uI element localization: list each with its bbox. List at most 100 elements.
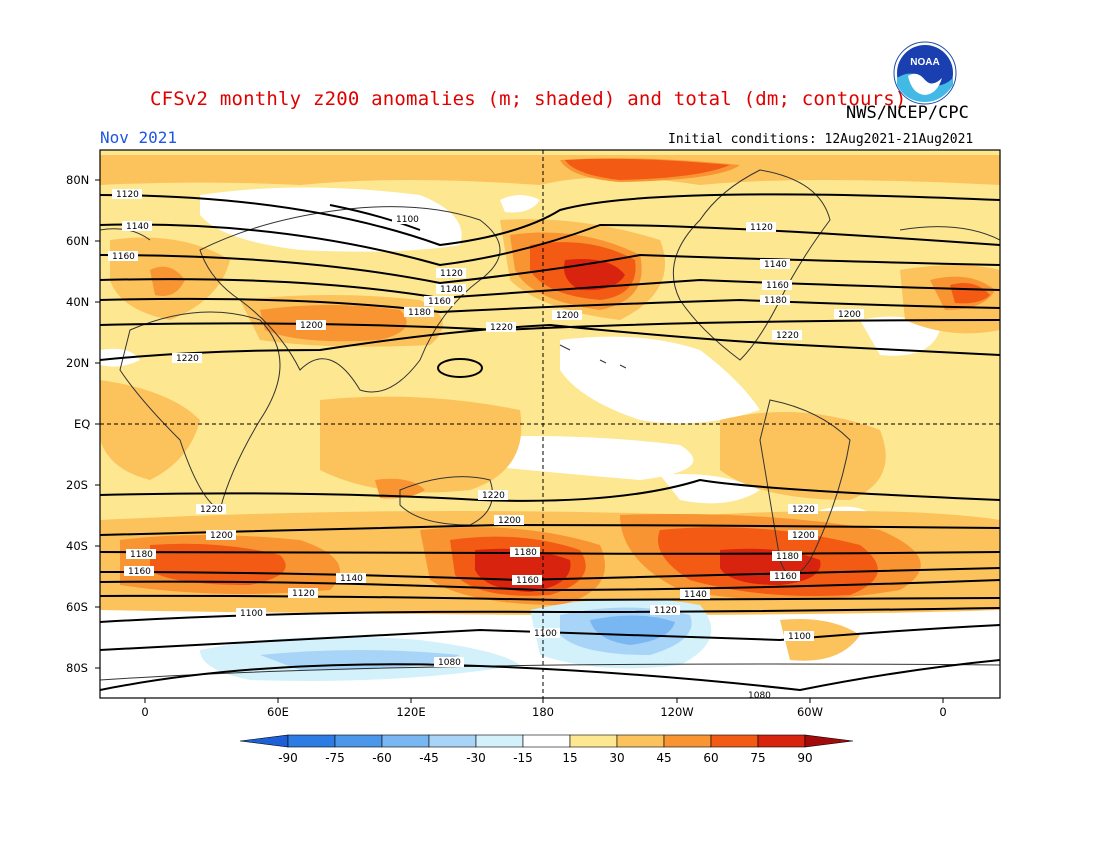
contour-label: 1220 xyxy=(486,322,516,333)
svg-text:NOAA: NOAA xyxy=(910,57,939,68)
contour-label: 1100 xyxy=(530,628,560,639)
noaa-logo: NOAA xyxy=(893,41,957,105)
contour-label: 1180 xyxy=(772,551,802,562)
colorbar-tick-label: -90 xyxy=(278,751,298,765)
contour-label: 1220 xyxy=(788,504,818,515)
svg-text:1160: 1160 xyxy=(128,567,151,577)
colorbar-tick-label: 45 xyxy=(656,751,671,765)
lat-label: 40S xyxy=(66,539,88,553)
colorbar-tick-label: 30 xyxy=(609,751,624,765)
svg-text:1220: 1220 xyxy=(490,323,513,333)
lat-axis: 80N 60N 40N 20N EQ 20S 40S 60S 80S xyxy=(66,173,100,675)
colorbar-tick-label: 90 xyxy=(797,751,812,765)
colorbar: -90 -75 -60 -45 -30 -15 15 30 45 60 75 90 xyxy=(239,734,854,765)
contour-label: 1160 xyxy=(424,296,454,307)
colorbar-arrow-high xyxy=(804,734,854,748)
svg-text:1160: 1160 xyxy=(774,572,797,582)
svg-text:1100: 1100 xyxy=(240,609,263,619)
contour-label: 1160 xyxy=(108,251,138,262)
svg-text:1220: 1220 xyxy=(482,491,505,501)
lon-label: 120W xyxy=(660,705,693,719)
colorbar-tick-label: -15 xyxy=(513,751,533,765)
lon-label: 0 xyxy=(939,705,946,719)
lat-label: 20N xyxy=(66,356,89,370)
svg-text:1160: 1160 xyxy=(428,297,451,307)
lon-label: 120E xyxy=(396,705,425,719)
contour-label: 1220 xyxy=(172,353,202,364)
svg-text:1180: 1180 xyxy=(764,296,787,306)
colorbar-tick-label: -30 xyxy=(466,751,486,765)
svg-text:1120: 1120 xyxy=(750,223,773,233)
contour-labels: 1120 1100 1140 1120 1160 1140 1120 1140 … xyxy=(108,189,864,701)
svg-text:1200: 1200 xyxy=(556,311,579,321)
forecast-month: Nov 2021 xyxy=(100,128,178,147)
lon-label: 60W xyxy=(797,705,823,719)
colorbar-tick-label: 60 xyxy=(703,751,718,765)
svg-text:1220: 1220 xyxy=(776,331,799,341)
svg-text:1080: 1080 xyxy=(438,658,461,668)
svg-text:1180: 1180 xyxy=(514,548,537,558)
contour-label: 1220 xyxy=(772,330,802,341)
colorbar-segment xyxy=(522,734,571,748)
contour-label: 1200 xyxy=(834,309,864,320)
svg-text:1180: 1180 xyxy=(130,550,153,560)
lat-label: 40N xyxy=(66,295,89,309)
contour-label: 1120 xyxy=(436,268,466,279)
svg-text:1160: 1160 xyxy=(112,252,135,262)
contour-label: 1160 xyxy=(770,571,800,582)
contour-label: 1180 xyxy=(510,547,540,558)
svg-text:1100: 1100 xyxy=(396,215,419,225)
contour-label: 1200 xyxy=(494,515,524,526)
colorbar-segment xyxy=(710,734,759,748)
contour-label: 1180 xyxy=(404,307,434,318)
contour-label: 1160 xyxy=(762,280,792,291)
svg-text:1220: 1220 xyxy=(176,354,199,364)
svg-text:1100: 1100 xyxy=(788,632,811,642)
svg-text:1220: 1220 xyxy=(792,505,815,515)
colorbar-tick-label: -60 xyxy=(372,751,392,765)
lon-label: 0 xyxy=(141,705,148,719)
contour-label: 1120 xyxy=(746,222,776,233)
contour-label: 1220 xyxy=(196,504,226,515)
colorbar-segment xyxy=(475,734,524,748)
lon-axis: 0 60E 120E 180 120W 60W 0 xyxy=(141,698,947,719)
contour-label: 1160 xyxy=(124,566,154,577)
agency-label: NWS/NCEP/CPC xyxy=(846,103,969,123)
contour-label: 1200 xyxy=(206,530,236,541)
initial-conditions: Initial conditions: 12Aug2021-21Aug2021 xyxy=(668,132,974,147)
svg-text:1180: 1180 xyxy=(776,552,799,562)
svg-text:1140: 1140 xyxy=(340,574,363,584)
contour-label: 1160 xyxy=(512,575,542,586)
contour-label: 1140 xyxy=(680,589,710,600)
colorbar-segment xyxy=(428,734,477,748)
contour-label: 1140 xyxy=(122,221,152,232)
colorbar-segment xyxy=(616,734,665,748)
lat-label: 80S xyxy=(66,661,88,675)
lon-label: 180 xyxy=(532,705,554,719)
contour-label: 1200 xyxy=(552,310,582,321)
contour-label: 1080 xyxy=(434,657,464,668)
svg-text:1140: 1140 xyxy=(440,285,463,295)
contour-label: 1180 xyxy=(126,549,156,560)
lon-label: 60E xyxy=(267,705,289,719)
svg-text:1140: 1140 xyxy=(764,260,787,270)
figure-title: CFSv2 monthly z200 anomalies (m; shaded)… xyxy=(150,88,907,110)
svg-text:1120: 1120 xyxy=(654,606,677,616)
colorbar-tick-label: 75 xyxy=(750,751,765,765)
contour-label: 1100 xyxy=(392,214,422,225)
contour-label: 1140 xyxy=(336,573,366,584)
colorbar-segment xyxy=(334,734,383,748)
contour-label: 1140 xyxy=(436,284,466,295)
colorbar-segment xyxy=(569,734,618,748)
svg-text:1200: 1200 xyxy=(792,531,815,541)
svg-text:1160: 1160 xyxy=(766,281,789,291)
contour-label: 1120 xyxy=(650,605,680,616)
contour-label: 1120 xyxy=(288,588,318,599)
colorbar-tick-label: -45 xyxy=(419,751,439,765)
contour-label: 1080 xyxy=(744,690,774,701)
colorbar-segment xyxy=(287,734,336,748)
contour-label: 1200 xyxy=(296,320,326,331)
svg-text:1200: 1200 xyxy=(210,531,233,541)
contour-label: 1180 xyxy=(760,295,790,306)
